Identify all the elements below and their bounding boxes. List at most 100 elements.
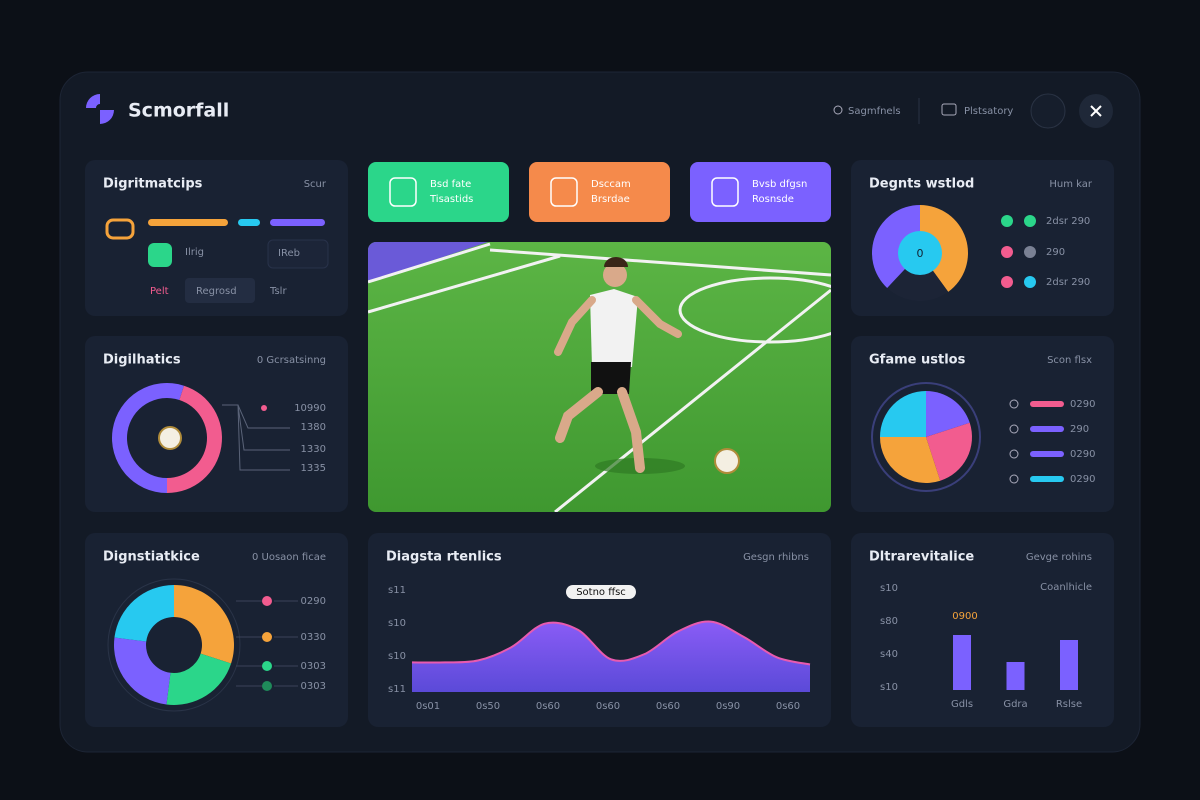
- button-icon: [550, 177, 578, 207]
- x-label: Rslse: [1056, 699, 1082, 710]
- pie-center: [898, 231, 942, 275]
- legend-value: 1335: [301, 463, 326, 474]
- legend-dot: [1024, 215, 1036, 227]
- x-label: 0s50: [476, 701, 500, 712]
- legend-bar: [1030, 476, 1064, 482]
- legend-bar: [1030, 401, 1064, 407]
- search[interactable]: Sagmfnels: [848, 106, 901, 117]
- bar: [1060, 640, 1078, 690]
- button-label: Bvsb dfgsn: [752, 179, 807, 190]
- close-icon: [1090, 105, 1102, 117]
- settings-button[interactable]: [1030, 93, 1066, 129]
- legend-dot: [1009, 449, 1019, 459]
- segment: [926, 391, 970, 437]
- player-head: [603, 263, 627, 287]
- y-label: s10: [880, 682, 898, 693]
- legend-dot: [1001, 215, 1013, 227]
- button-icon: [389, 177, 417, 207]
- legend-bar: [1030, 451, 1064, 457]
- progress-bar: [148, 219, 228, 226]
- tag: 0900: [952, 611, 977, 622]
- x-label: 0s60: [776, 701, 800, 712]
- connector: [222, 404, 290, 471]
- button-sublabel: Brsrdae: [591, 194, 630, 205]
- card-action[interactable]: Gesgn rhibns: [743, 552, 809, 563]
- segment: [112, 383, 184, 493]
- ring-outline: [107, 578, 241, 712]
- legend-dot: [1001, 246, 1013, 258]
- x-label: 0s60: [536, 701, 560, 712]
- field-lines: [368, 242, 831, 512]
- player-shorts: [591, 362, 631, 394]
- card-title: Degnts wstlod: [869, 177, 974, 192]
- segment: [872, 205, 920, 288]
- center-circle: [678, 276, 831, 344]
- card-action[interactable]: Scur: [304, 179, 327, 190]
- logo: [86, 94, 114, 124]
- legend-value: 0303: [301, 661, 326, 672]
- legend-value: 10990: [294, 403, 326, 414]
- subtitle: Coanlhicle: [1040, 582, 1092, 593]
- player-hair: [604, 257, 628, 267]
- legend-dot: [262, 681, 272, 691]
- legend-value: 290: [1046, 247, 1065, 258]
- y-label: s80: [880, 616, 898, 627]
- y-label: s40: [880, 649, 898, 660]
- segment: [926, 422, 972, 481]
- legend-value: 1330: [301, 444, 326, 455]
- player-arms: [554, 296, 682, 356]
- segment: [174, 585, 234, 664]
- button-sublabel: Rosnsde: [752, 194, 794, 205]
- x-label: 0s90: [716, 701, 740, 712]
- status-icon: [148, 243, 172, 267]
- legend-dot: [1009, 399, 1019, 409]
- legend-dot: [261, 405, 267, 411]
- action-button[interactable]: [368, 162, 509, 222]
- history[interactable]: Plstsatory: [964, 106, 1013, 117]
- segment: [167, 385, 223, 493]
- label: Pelt: [150, 286, 169, 297]
- x-label: 0s01: [416, 701, 440, 712]
- history-icon: [941, 103, 957, 116]
- progress-bar: [238, 219, 260, 226]
- label[interactable]: Regrosd: [196, 286, 237, 297]
- card-title: Gfame ustlos: [869, 353, 966, 368]
- chip: [185, 278, 255, 303]
- card-action[interactable]: 0 Uosaon ficae: [252, 552, 326, 563]
- brand: Scmorfall: [128, 100, 229, 122]
- legend-value: 1380: [301, 422, 326, 433]
- segment: [114, 585, 174, 642]
- button-label: Bsd fate: [430, 179, 471, 190]
- segment: [114, 637, 171, 705]
- segment: [880, 437, 941, 483]
- legend-dot: [1001, 276, 1013, 288]
- legend-value: 0290: [301, 596, 326, 607]
- bar: [953, 635, 971, 690]
- legend-value: 0330: [301, 632, 326, 643]
- search-icon: [833, 105, 843, 115]
- segment: [880, 391, 926, 437]
- legend-dot: [262, 632, 272, 642]
- card-action[interactable]: 0 Gcrsatsinng: [257, 355, 326, 366]
- pie-center-label: 0: [917, 247, 924, 260]
- action-button[interactable]: [529, 162, 670, 222]
- x-label: 0s60: [596, 701, 620, 712]
- card-action[interactable]: Gevge rohins: [1026, 552, 1092, 563]
- x-label: Gdra: [1003, 699, 1027, 710]
- button-icon: [711, 177, 739, 207]
- ball-icon: [158, 426, 182, 450]
- card-title: Diagsta rtenlics: [386, 550, 502, 565]
- segment: [887, 253, 949, 301]
- x-label: Gdls: [951, 699, 973, 710]
- action-button[interactable]: [690, 162, 831, 222]
- y-label: s11: [388, 684, 406, 695]
- card-title: Digritmatcips: [103, 177, 203, 192]
- tag: [566, 585, 636, 599]
- card-action[interactable]: Hum kar: [1049, 179, 1093, 190]
- card: [85, 160, 348, 316]
- button-sublabel: Tisastids: [429, 194, 473, 205]
- progress-bar: [270, 219, 325, 226]
- card-action[interactable]: Scon flsx: [1047, 355, 1092, 366]
